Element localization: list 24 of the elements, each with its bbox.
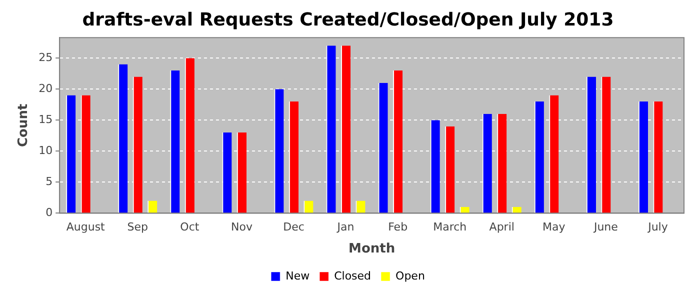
x-tick-label: May: [542, 220, 566, 234]
y-tick-label: 5: [46, 175, 53, 188]
x-axis-title: Month: [348, 242, 396, 257]
x-tick-label: Sep: [127, 220, 148, 234]
x-tick-label: June: [592, 220, 618, 234]
y-tick-label: 20: [38, 82, 53, 95]
y-axis-title: Count: [16, 104, 32, 147]
x-tick-label: April: [489, 220, 514, 234]
x-tick-label: Jan: [336, 220, 354, 234]
legend-label: New: [286, 269, 310, 282]
x-tick-label: July: [647, 220, 668, 234]
x-tick-label: March: [433, 220, 467, 234]
y-tick-label: 0: [46, 206, 53, 220]
x-tick-label: August: [66, 220, 106, 234]
x-tick-label: Nov: [230, 220, 253, 234]
legend-label: Open: [396, 269, 425, 282]
chart-title: drafts-eval Requests Created/Closed/Open July 2013: [82, 9, 614, 30]
legend-label: Closed: [334, 269, 372, 282]
y-tick-label: 10: [38, 144, 53, 158]
x-tick-label: Feb: [388, 220, 408, 234]
x-tick-label: Oct: [180, 220, 200, 234]
y-tick-label: 15: [38, 112, 53, 126]
x-tick-label: Dec: [283, 220, 304, 234]
y-tick-label: 25: [38, 50, 53, 64]
